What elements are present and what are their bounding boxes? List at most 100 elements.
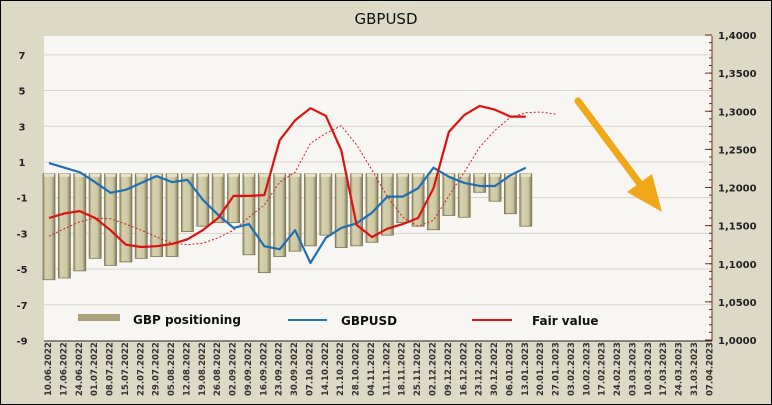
x-axis: 10.06.2022 17.06.2022 24.06.2022 01.07.2022… — [44, 340, 715, 396]
right-tick-label: 1,1500 — [718, 222, 757, 233]
left-tick-label: -9 — [16, 336, 27, 347]
right-tick-label: 1,3000 — [718, 107, 757, 118]
positioning-bar-cap — [213, 173, 224, 177]
x-tick-label: 04.11.2022 — [367, 342, 377, 396]
positioning-bar — [427, 173, 440, 231]
positioning-bars — [42, 173, 533, 281]
fair-value-line — [48, 104, 526, 249]
gbpusd-line — [48, 162, 527, 265]
x-tick-label: 27.01.2023 — [552, 342, 562, 396]
positioning-bar — [334, 173, 348, 249]
positioning-bar — [519, 173, 533, 227]
right-tick-label: 1,0500 — [718, 298, 757, 309]
x-tick-label: 10.06.2022 — [44, 342, 54, 396]
right-tick-label: 1,2500 — [718, 145, 757, 156]
positioning-bar-cap — [520, 173, 531, 177]
x-tick-label: 03.03.2023 — [628, 342, 638, 396]
x-tick-label: 17.02.2023 — [598, 342, 608, 396]
positioning-bar — [396, 173, 410, 224]
positioning-bar — [442, 173, 456, 216]
x-tick-label: 02.12.2022 — [429, 342, 439, 396]
series-lines — [48, 104, 557, 265]
left-tick-label: -3 — [16, 229, 27, 240]
positioning-bar — [57, 173, 71, 279]
left-tick-label: -1 — [16, 194, 27, 205]
forecast-arrow — [574, 97, 662, 212]
left-tick-label: 1 — [19, 158, 26, 169]
x-tick-label: 30.09.2022 — [290, 342, 300, 396]
positioning-bar-cap — [490, 173, 501, 177]
positioning-bar-cap — [351, 173, 362, 177]
left-axis: 7 5 3 1 -1 -3 -5 -7 -9 — [16, 51, 27, 348]
positioning-bar-cap — [243, 173, 254, 177]
positioning-bar — [42, 173, 56, 281]
left-tick-label: 5 — [19, 87, 26, 98]
left-tick-label: 7 — [19, 51, 26, 62]
x-tick-label: 20.01.2023 — [536, 342, 546, 396]
positioning-bar-cap — [228, 173, 239, 177]
left-tick-label: 3 — [19, 122, 26, 133]
positioning-bar-cap — [90, 173, 101, 177]
fair-value-trend-line — [48, 111, 557, 246]
right-tick-label: 1,4000 — [718, 31, 757, 42]
positioning-bar — [488, 173, 502, 202]
x-tick-label: 01.07.2022 — [90, 342, 100, 396]
positioning-bar-cap — [336, 173, 347, 177]
left-tick-label: -7 — [16, 301, 27, 312]
chart-title: GBPUSD — [354, 10, 417, 28]
legend-label-positioning: GBP positioning — [133, 313, 241, 327]
positioning-bar-cap — [382, 173, 393, 177]
x-tick-label: 23.09.2022 — [275, 342, 285, 396]
positioning-bar — [104, 173, 117, 266]
right-tick-label: 1,1000 — [718, 260, 757, 271]
positioning-bar-cap — [474, 173, 485, 177]
x-tick-label: 08.07.2022 — [106, 342, 116, 396]
x-tick-label: 26.08.2022 — [213, 342, 223, 396]
positioning-bar — [150, 173, 164, 257]
positioning-bar-cap — [136, 173, 147, 177]
positioning-bar — [503, 173, 517, 215]
positioning-bar-cap — [74, 173, 85, 177]
x-tick-label: 30.12.2022 — [490, 342, 500, 396]
x-tick-label: 24.02.2023 — [613, 342, 623, 396]
positioning-bar-cap — [182, 173, 193, 177]
positioning-bar — [227, 173, 240, 224]
positioning-bar-cap — [413, 173, 424, 177]
x-tick-label: 09.09.2022 — [244, 342, 254, 396]
legend-swatch-positioning — [78, 314, 120, 321]
legend: GBP positioning GBPUSD Fair value — [78, 313, 599, 328]
positioning-bar-cap — [305, 173, 316, 177]
positioning-bar-cap — [105, 173, 116, 177]
positioning-bar-cap — [397, 173, 408, 177]
right-tick-label: 1,3500 — [718, 69, 757, 80]
x-tick-label: 18.11.2022 — [398, 342, 408, 396]
positioning-bar-cap — [459, 173, 470, 177]
x-tick-label: 19.08.2022 — [198, 342, 208, 396]
x-tick-label: 09.12.2022 — [444, 342, 454, 396]
positioning-bar-cap — [320, 173, 331, 177]
positioning-bar-cap — [366, 173, 377, 177]
arrow-shaft — [574, 97, 644, 188]
x-tick-label: 17.06.2022 — [59, 342, 69, 396]
positioning-bar-cap — [120, 173, 131, 177]
right-tick-label: 1,0000 — [718, 336, 757, 347]
arrow-head-icon — [627, 174, 662, 212]
x-tick-label: 16.09.2022 — [259, 342, 269, 396]
x-tick-label: 03.02.2023 — [567, 342, 577, 396]
x-tick-label: 29.07.2022 — [152, 342, 162, 396]
positioning-bar — [257, 173, 271, 274]
x-tick-label: 10.02.2023 — [582, 342, 592, 396]
x-tick-label: 21.10.2022 — [336, 342, 346, 396]
x-tick-label: 24.06.2022 — [75, 342, 85, 396]
x-tick-label: 28.10.2022 — [352, 342, 362, 396]
right-tick-label: 1,2000 — [718, 184, 757, 195]
positioning-bar — [181, 173, 194, 232]
positioning-bar-cap — [428, 173, 439, 177]
x-tick-label: 31.03.2023 — [690, 342, 700, 396]
positioning-bar-cap — [290, 173, 301, 177]
positioning-bar-cap — [44, 173, 54, 177]
positioning-bar-cap — [443, 173, 454, 177]
positioning-bar-cap — [197, 173, 208, 177]
x-tick-label: 23.12.2022 — [475, 342, 485, 396]
